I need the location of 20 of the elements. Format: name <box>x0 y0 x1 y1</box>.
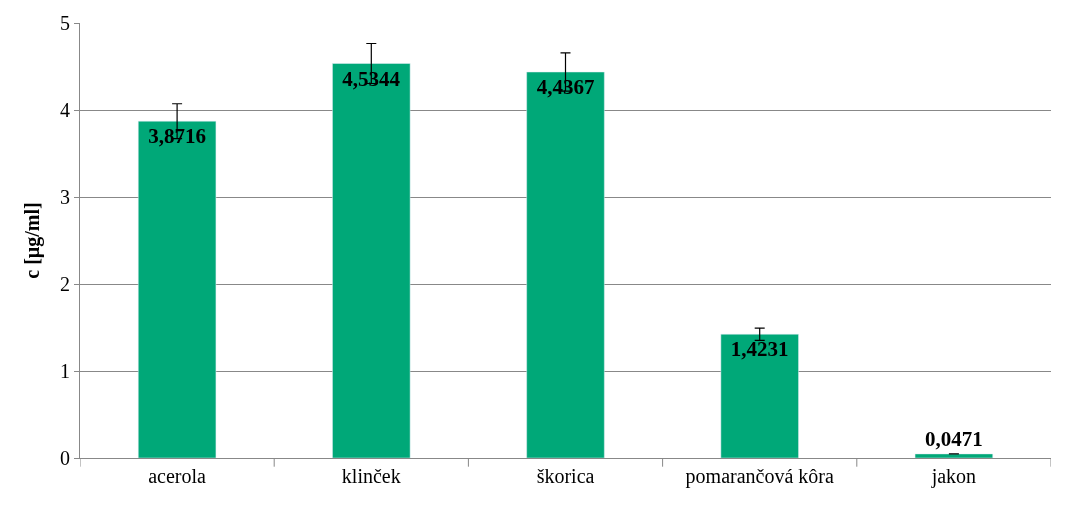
bar <box>138 120 217 458</box>
bar <box>526 71 605 458</box>
x-tick-label: acerola <box>148 465 207 487</box>
y-tick-label: 1 <box>60 360 70 382</box>
data-label: 3,8716 <box>148 124 206 149</box>
y-axis-title: c [µg/ml] <box>20 202 44 279</box>
y-tick-label: 4 <box>60 99 70 121</box>
x-tick-label: klinček <box>341 465 401 487</box>
y-tick-label: 3 <box>60 186 70 208</box>
bar <box>720 333 799 458</box>
data-label: 1,4231 <box>730 337 789 362</box>
y-tick-label: 5 <box>60 12 70 34</box>
y-tick-label: 0 <box>60 447 70 469</box>
x-tick-label: škorica <box>536 465 595 487</box>
bar <box>332 63 411 458</box>
bar <box>914 453 993 458</box>
y-tick-label: 2 <box>60 273 70 295</box>
x-tick-label: jakon <box>930 465 977 488</box>
x-tick-label: pomarančová kôra <box>685 465 834 488</box>
data-label: 0,0471 <box>925 426 983 451</box>
